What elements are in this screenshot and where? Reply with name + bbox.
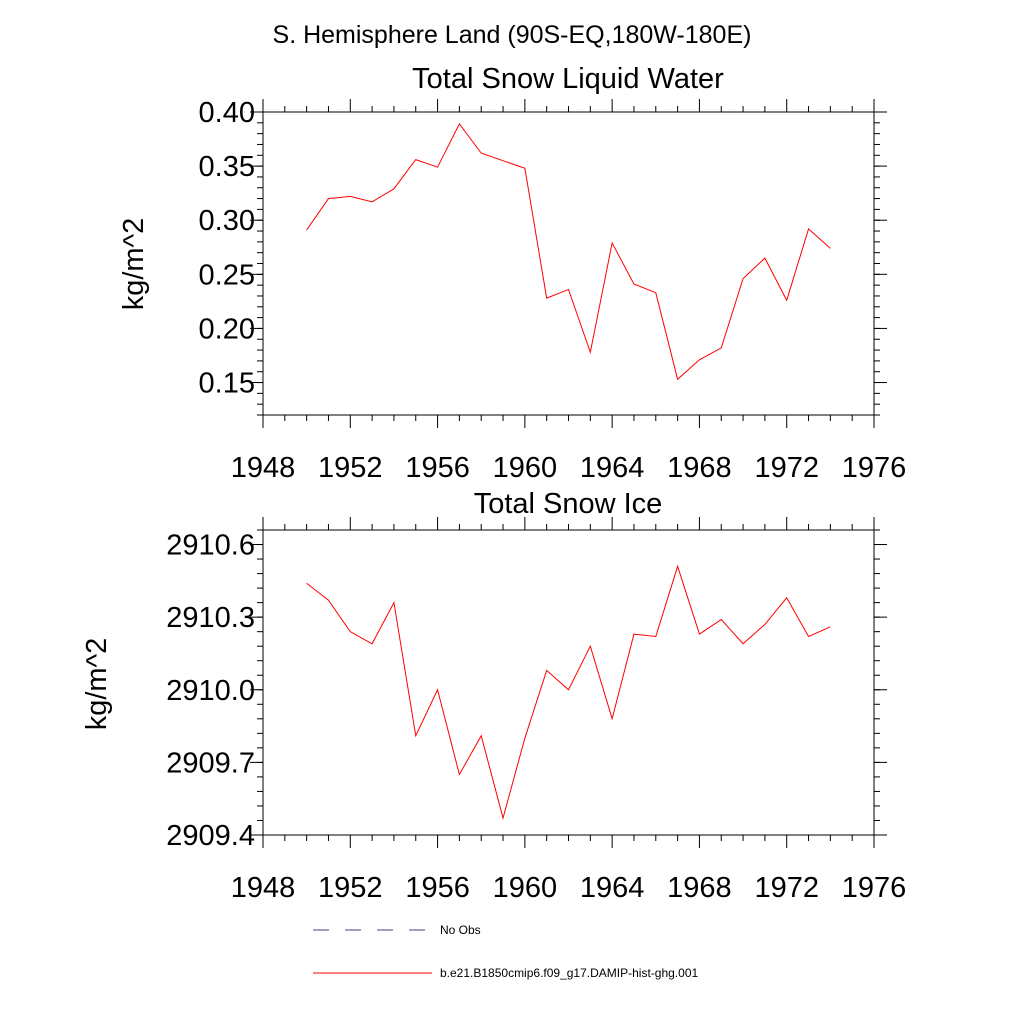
y-axis-label: kg/m^2 — [81, 638, 113, 731]
chart-panel-snow-ice: Total Snow Ice kg/m^2 1948 1952 1956 1960 19… — [81, 488, 906, 904]
legend-entry-no-obs: No Obs — [313, 923, 481, 937]
x-tick-label: 1964 — [580, 872, 645, 904]
x-tick-label: 1952 — [318, 452, 383, 484]
x-tick-label: 1976 — [842, 452, 907, 484]
y-tick-label: 0.40 — [199, 97, 255, 129]
plot-area: 1948 1952 1956 1960 1964 1968 1972 1976 2909.4 29… — [166, 517, 906, 904]
plot-area: 1948 1952 1956 1960 1964 1968 1972 1976 0.15 0.20… — [199, 97, 907, 484]
x-tick-label: 1960 — [493, 872, 558, 904]
x-tick-label: 1976 — [842, 872, 907, 904]
y-axis-label: kg/m^2 — [118, 218, 150, 311]
x-tick-label: 1956 — [405, 872, 470, 904]
x-tick-label: 1968 — [667, 872, 732, 904]
legend-label: No Obs — [440, 923, 481, 937]
chart-title: Total Snow Liquid Water — [412, 63, 724, 95]
x-tick-label: 1956 — [405, 452, 470, 484]
x-tick-label: 1960 — [493, 452, 558, 484]
figure-title: S. Hemisphere Land (90S-EQ,180W-180E) — [273, 21, 752, 49]
y-tick-label: 0.35 — [199, 151, 255, 183]
x-tick-label: 1948 — [231, 872, 296, 904]
legend-label: b.e21.B1850cmip6.f09_g17.DAMIP-hist-ghg.… — [440, 966, 698, 980]
y-tick-label: 0.20 — [199, 313, 255, 345]
legend: No Obs b.e21.B1850cmip6.f09_g17.DAMIP-hi… — [313, 923, 698, 980]
y-tick-label: 2910.0 — [166, 675, 255, 707]
y-tick-label: 2910.6 — [166, 530, 255, 562]
series-line — [306, 122, 831, 381]
y-tick-label: 0.30 — [199, 205, 255, 237]
plot-frame — [262, 111, 875, 416]
x-tick-label: 1948 — [231, 452, 296, 484]
y-tick-label: 0.15 — [199, 368, 255, 400]
x-tick-label: 1964 — [580, 452, 645, 484]
y-tick-label: 2909.7 — [166, 747, 255, 779]
x-tick-label: 1972 — [754, 452, 819, 484]
chart-panel-snow-liquid-water: Total Snow Liquid Water kg/m^2 1948 1952 1… — [118, 63, 906, 484]
chart-title: Total Snow Ice — [474, 488, 663, 520]
x-tick-label: 1968 — [667, 452, 732, 484]
plot-frame — [262, 529, 875, 836]
y-tick-label: 2909.4 — [166, 820, 255, 852]
legend-entry-model-run: b.e21.B1850cmip6.f09_g17.DAMIP-hist-ghg.… — [313, 966, 698, 980]
x-tick-label: 1952 — [318, 872, 383, 904]
y-tick-label: 2910.3 — [166, 602, 255, 634]
x-tick-label: 1972 — [754, 872, 819, 904]
y-tick-label: 0.25 — [199, 259, 255, 291]
series-line — [306, 564, 831, 820]
